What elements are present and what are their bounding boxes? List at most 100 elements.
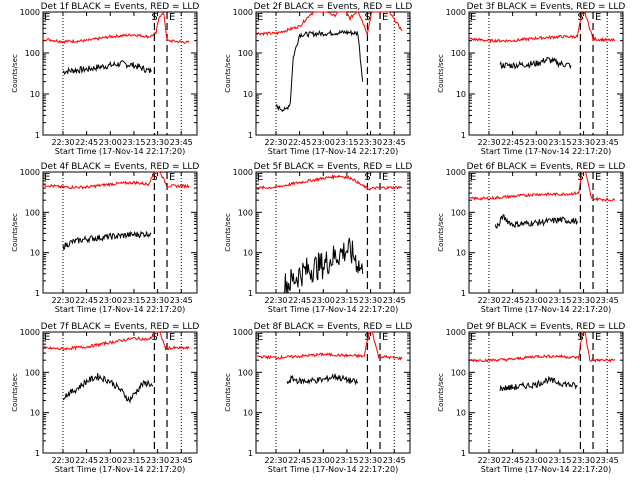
- y-axis-label: Counts/sec: [11, 54, 19, 93]
- lld-series-line: [469, 331, 616, 363]
- x-tick-label: 22:45: [75, 456, 98, 465]
- lld-series-line: [43, 171, 190, 190]
- y-tick-label: 1: [461, 449, 466, 458]
- x-axis-label: Start Time (17-Nov-14 22:17:20): [55, 305, 185, 314]
- y-tick-label: 10: [456, 90, 466, 99]
- y-tick-label: 10: [30, 249, 40, 258]
- x-tick-label: 22:45: [75, 296, 98, 305]
- plot-frame: [42, 331, 198, 454]
- x-tick-label: 23:45: [596, 138, 619, 147]
- y-tick-label: 100: [451, 49, 466, 58]
- plot-frame: [42, 171, 198, 294]
- y-tick-label: 100: [25, 208, 40, 217]
- y-tick-label: 100: [451, 208, 466, 217]
- marker-label-s: S: [364, 12, 370, 23]
- x-tick-label: 22:30: [477, 456, 500, 465]
- x-tick-label: 23:45: [383, 296, 406, 305]
- x-axis-label: Start Time (17-Nov-14 22:17:20): [55, 465, 185, 474]
- y-axis-label: Counts/sec: [11, 213, 19, 252]
- y-tick-label: 1: [461, 131, 466, 140]
- marker-label-e: E: [470, 12, 476, 23]
- y-axis-label: Counts/sec: [437, 373, 445, 412]
- lld-series-line: [257, 173, 403, 192]
- marker-label-e: E: [595, 332, 601, 343]
- x-tick-label: 23:45: [596, 296, 619, 305]
- x-tick-label: 23:30: [572, 138, 595, 147]
- plot-frame: [468, 331, 624, 454]
- x-tick-label: 23:45: [383, 138, 406, 147]
- x-tick-label: 23:15: [548, 296, 571, 305]
- y-tick-label: 1000: [20, 8, 40, 17]
- x-tick-label: 23:30: [146, 296, 169, 305]
- y-tick-label: 1000: [446, 168, 466, 177]
- panel-title: Det 9f BLACK = Events, RED = LLD: [467, 322, 626, 332]
- y-tick-label: 10: [30, 90, 40, 99]
- panel-title: Det 4f BLACK = Events, RED = LLD: [41, 162, 200, 172]
- panel-title: Det 3f BLACK = Events, RED = LLD: [467, 2, 626, 12]
- x-tick-label: 23:15: [122, 138, 145, 147]
- y-tick-label: 1: [248, 131, 253, 140]
- x-tick-label: 22:30: [477, 138, 500, 147]
- events-series-line: [286, 373, 358, 386]
- marker-label-e: E: [44, 332, 50, 343]
- x-tick-label: 23:15: [335, 138, 358, 147]
- y-tick-label: 100: [238, 49, 253, 58]
- y-tick-label: 10: [243, 249, 253, 258]
- x-tick-label: 23:00: [99, 456, 122, 465]
- x-tick-label: 22:30: [51, 138, 74, 147]
- marker-label-e: E: [257, 12, 263, 23]
- marker-label-s: S: [151, 332, 157, 343]
- y-tick-label: 1000: [446, 328, 466, 337]
- x-tick-label: 23:30: [572, 296, 595, 305]
- marker-label-s: S: [151, 12, 157, 23]
- y-tick-label: 1: [248, 449, 253, 458]
- y-tick-label: 10: [30, 409, 40, 418]
- marker-label-s: S: [364, 332, 370, 343]
- x-tick-label: 22:45: [288, 138, 311, 147]
- x-tick-label: 22:45: [501, 456, 524, 465]
- x-axis-label: Start Time (17-Nov-14 22:17:20): [268, 305, 398, 314]
- x-tick-label: 23:00: [525, 456, 548, 465]
- plot-frame: [255, 11, 411, 136]
- y-tick-label: 1000: [20, 168, 40, 177]
- marker-label-e: E: [44, 12, 50, 23]
- marker-label-e: E: [470, 172, 476, 183]
- y-axis-label: Counts/sec: [437, 213, 445, 252]
- y-tick-label: 10: [243, 90, 253, 99]
- plot-frame: [468, 11, 624, 136]
- x-tick-label: 22:30: [477, 296, 500, 305]
- x-tick-label: 23:00: [312, 456, 335, 465]
- x-tick-label: 23:15: [335, 456, 358, 465]
- x-tick-label: 23:30: [146, 456, 169, 465]
- marker-label-e: E: [257, 332, 263, 343]
- x-tick-label: 23:45: [170, 138, 193, 147]
- x-tick-label: 23:00: [525, 138, 548, 147]
- panel-title: Det 7f BLACK = Events, RED = LLD: [41, 322, 200, 332]
- panel-title: Det 6f BLACK = Events, RED = LLD: [467, 162, 626, 172]
- panel-2: Det 2f BLACK = Events, RED = LLD 1 10 100 10…: [224, 2, 412, 156]
- x-tick-label: 22:45: [288, 296, 311, 305]
- y-tick-label: 100: [238, 208, 253, 217]
- marker-label-e: E: [382, 12, 388, 23]
- plot-frame: [255, 171, 411, 294]
- lld-series-line: [256, 331, 403, 361]
- x-tick-label: 22:30: [264, 456, 287, 465]
- y-tick-label: 1000: [233, 8, 253, 17]
- x-tick-label: 23:30: [572, 456, 595, 465]
- x-tick-label: 22:30: [264, 296, 287, 305]
- x-tick-label: 23:15: [548, 138, 571, 147]
- x-tick-label: 23:00: [99, 138, 122, 147]
- x-tick-label: 22:45: [75, 138, 98, 147]
- panel-4: Det 4f BLACK = Events, RED = LLD 1 10 100 10…: [11, 162, 199, 314]
- plot-frame: [468, 171, 624, 294]
- panel-1: Det 1f BLACK = Events, RED = LLD 1 10 100 10…: [11, 2, 199, 156]
- x-tick-label: 22:30: [51, 296, 74, 305]
- y-tick-label: 1: [461, 289, 466, 298]
- plot-frame: [42, 11, 198, 136]
- marker-label-e: E: [595, 12, 601, 23]
- y-axis-label: Counts/sec: [11, 373, 19, 412]
- events-series-line: [499, 56, 572, 70]
- events-series-line: [499, 375, 578, 392]
- y-tick-label: 100: [238, 368, 253, 377]
- x-axis-label: Start Time (17-Nov-14 22:17:20): [481, 147, 611, 156]
